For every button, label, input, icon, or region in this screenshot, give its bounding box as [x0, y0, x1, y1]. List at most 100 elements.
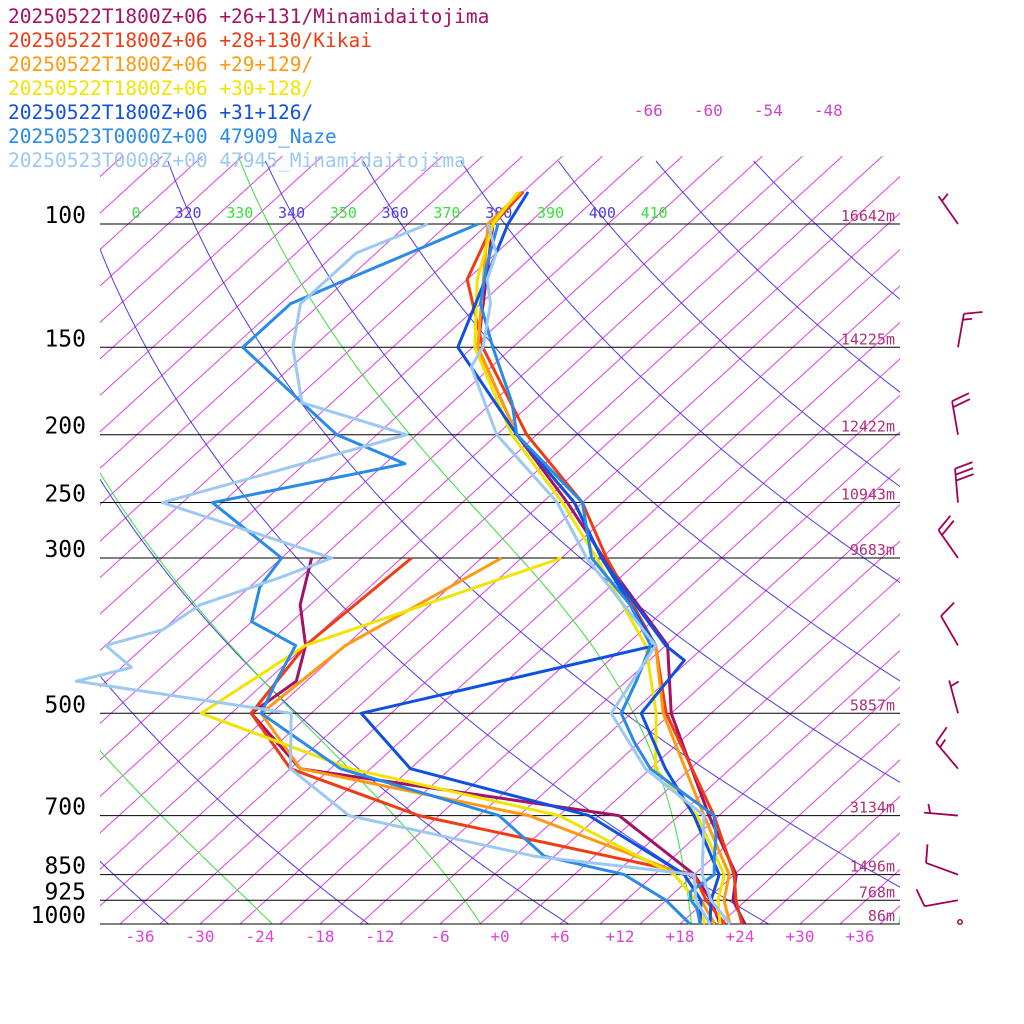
isotherm-line	[100, 155, 363, 397]
wind-barb	[940, 602, 959, 646]
temperature-line	[465, 190, 744, 925]
x-tick-label: -30	[186, 927, 215, 946]
isotherm-line	[100, 155, 603, 615]
sounding-profiles	[74, 190, 747, 926]
height-label: 86m	[868, 907, 895, 925]
isotherm-line	[719, 759, 900, 924]
dry-adiabat-line	[100, 478, 570, 924]
pressure-label: 250	[44, 482, 86, 508]
isotherm-line	[159, 248, 900, 924]
wind-barb	[925, 844, 959, 876]
pressure-label: 200	[44, 414, 86, 440]
dewpoint-line	[74, 222, 712, 925]
height-label: 16642m	[841, 207, 895, 225]
isotherm-line	[639, 686, 900, 924]
dry-adiabat-line	[167, 160, 900, 888]
isotherm-line	[100, 155, 483, 506]
height-label: 12422m	[841, 418, 895, 436]
height-label: 9683m	[850, 541, 895, 559]
height-label: 10943m	[841, 486, 895, 504]
dry-adiabat-line	[460, 160, 900, 584]
x-tick-label: +30	[786, 927, 815, 946]
isotherm-line	[279, 358, 900, 924]
x-tick-label: +24	[726, 927, 755, 946]
isotherm-line	[100, 155, 643, 652]
isotherm-line	[679, 722, 900, 924]
dry-adiabat-line	[362, 160, 900, 682]
x-tick-label: -24	[246, 927, 275, 946]
wind-barb	[937, 515, 959, 559]
theta-label: 370	[433, 204, 460, 222]
height-label: 3134m	[850, 799, 895, 817]
isotherm-line	[199, 285, 900, 924]
isotherm-line	[119, 212, 900, 924]
legend-item: 20250523T0000Z+00 47945_Minamidaitojima	[8, 149, 466, 172]
wind-barb	[954, 461, 974, 503]
x-tick-label: -36	[126, 927, 155, 946]
wind-barb	[935, 726, 959, 770]
theta-label: 320	[174, 204, 201, 222]
pressure-label: 150	[44, 326, 86, 352]
pressure-label: 500	[44, 692, 86, 718]
isotherm-line	[519, 576, 900, 924]
wind-barb	[937, 193, 959, 225]
dewpoint-line	[249, 556, 727, 925]
height-labels: 16642m 14225m 12422m 10943m 9683m 5857m 3134m 1…	[841, 207, 895, 925]
isotherm-line	[100, 155, 763, 761]
dry-adiabats	[100, 160, 900, 924]
pressure-label: 1000	[31, 903, 86, 929]
temperature-line	[479, 223, 718, 925]
isotherm-line	[479, 540, 900, 924]
isotherm-line	[799, 832, 900, 924]
wind-barb	[951, 392, 971, 435]
upper-temp-label: -48	[814, 101, 843, 120]
isotherm-line	[100, 155, 523, 542]
height-label: 1496m	[850, 858, 895, 876]
pressure-label: 100	[44, 203, 86, 229]
pressure-lines	[100, 223, 900, 925]
isotherm-line	[100, 155, 803, 798]
dry-adiabat-line	[753, 160, 900, 300]
isotherm-line	[0, 156, 2, 924]
isotherm-line	[100, 155, 283, 324]
legend: 20250522T1800Z+06 +26+131/Minamidaitojim…	[8, 5, 489, 173]
dry-adiabat-line	[100, 675, 370, 924]
x-tick-label: +12	[606, 927, 635, 946]
moist-adiabat-line	[100, 472, 482, 924]
height-label: 5857m	[850, 696, 895, 714]
upper-temperature-labels: -66 -60 -54 -48	[634, 101, 843, 120]
temperature-line	[469, 223, 732, 925]
wind-barb	[915, 888, 959, 908]
theta-label: 0	[132, 204, 141, 222]
isotherm-line	[100, 155, 243, 287]
dry-adiabat-line	[100, 247, 770, 924]
isotherm-line	[100, 155, 323, 360]
theta-label: 400	[589, 204, 616, 222]
wind-barbs	[915, 193, 983, 925]
pressure-label: 700	[44, 795, 86, 821]
moist-adiabat-line	[100, 749, 274, 924]
legend-item: 20250523T0000Z+00 47909_Naze	[8, 125, 337, 148]
upper-temp-label: -66	[634, 101, 663, 120]
dry-adiabat-line	[557, 160, 900, 488]
pressure-label: 925	[44, 879, 86, 905]
isotherm-line	[439, 504, 900, 924]
theta-label: 340	[278, 204, 305, 222]
x-tick-label: +6	[550, 927, 569, 946]
legend-item: 20250522T1800Z+06 +28+130/Kikai	[8, 29, 372, 52]
upper-temp-label: -54	[754, 101, 783, 120]
legend-item: 20250522T1800Z+06 +31+126/	[8, 101, 314, 124]
dewpoint-line	[210, 222, 692, 926]
legend-item: 20250522T1800Z+06 +30+128/	[8, 77, 314, 100]
moist-adiabat-line	[898, 915, 900, 924]
upper-temp-label: -60	[694, 101, 723, 120]
isotherm-line	[559, 613, 900, 924]
isotherm-line	[399, 467, 900, 924]
isotherm-line	[100, 155, 723, 725]
dry-adiabat-line	[655, 160, 900, 393]
isotherm-line	[879, 905, 900, 924]
isotherm-line	[599, 649, 900, 924]
wind-barb	[957, 919, 963, 925]
dry-adiabat-line	[100, 860, 170, 924]
